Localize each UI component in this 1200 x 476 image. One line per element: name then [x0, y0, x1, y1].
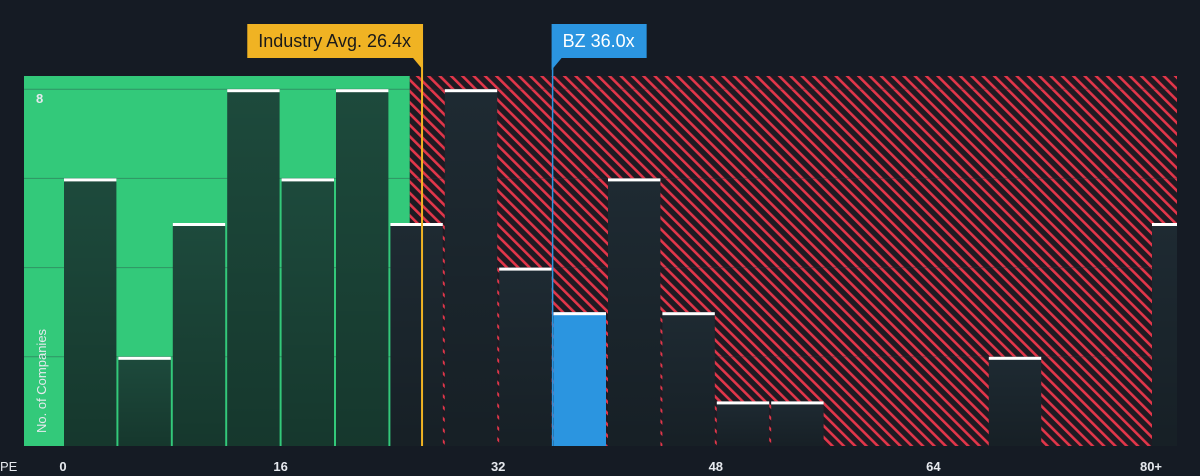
bar-cap — [281, 178, 334, 182]
bar-cap — [118, 356, 171, 360]
bar-cap — [1152, 223, 1177, 226]
marker-callout-box — [247, 24, 424, 58]
bar-cap — [988, 356, 1042, 360]
bar-cap — [716, 401, 770, 405]
x-tick-label: 64 — [926, 459, 941, 474]
bar-shade — [227, 89, 280, 446]
bar-shade — [662, 312, 715, 446]
bar-highlight — [553, 312, 606, 446]
x-tick-label: 0 — [59, 459, 66, 474]
bar-cap — [608, 178, 661, 182]
bar-cap — [336, 89, 389, 93]
bar-cap — [553, 312, 606, 316]
bar-cap — [499, 267, 552, 271]
bar-shade — [444, 89, 498, 446]
company-marker: BZ 36.0x — [551, 24, 647, 446]
bar-shade — [716, 401, 770, 446]
industry-average-marker: Industry Avg. 26.4x — [247, 24, 424, 446]
marker-label: Industry Avg. 26.4x — [258, 31, 411, 51]
bar-shade — [281, 178, 334, 446]
y-axis-title: No. of Companies — [34, 328, 49, 433]
bar-cap — [64, 178, 117, 182]
bar-cap — [390, 223, 443, 226]
bar-cap — [227, 89, 280, 93]
x-tick-label: 80+ — [1140, 459, 1162, 474]
bar-shade — [64, 178, 117, 446]
bar-cap — [444, 89, 498, 93]
bar-shade — [118, 356, 171, 446]
bar-shade — [499, 267, 552, 446]
marker-label: BZ 36.0x — [563, 31, 635, 51]
bar-shade — [1152, 223, 1177, 446]
bar-cap — [172, 223, 226, 226]
x-tick-label: 16 — [273, 459, 287, 474]
bar-shade — [608, 178, 661, 446]
bar-cap — [662, 312, 715, 316]
x-tick-label: 32 — [491, 459, 505, 474]
bar-shade — [390, 223, 443, 446]
marker-callout-pointer — [413, 58, 424, 70]
axes: PE No. of Companies 0 16 32 48 64 80+ 8 — [0, 91, 1162, 474]
marker-callout-pointer — [551, 58, 562, 70]
marker-callout-box — [551, 24, 647, 58]
reference-markers: Industry Avg. 26.4x BZ 36.0x — [247, 24, 647, 446]
bar-shade — [771, 401, 824, 446]
bar-shade — [172, 223, 226, 446]
bar-shade — [336, 89, 389, 446]
histogram-bars — [64, 89, 1177, 446]
x-tick-label: 48 — [709, 459, 723, 474]
y-tick-label: 8 — [36, 91, 43, 106]
x-axis-title: PE — [0, 459, 18, 474]
bar-shade — [988, 356, 1042, 446]
bar-cap — [771, 401, 824, 405]
